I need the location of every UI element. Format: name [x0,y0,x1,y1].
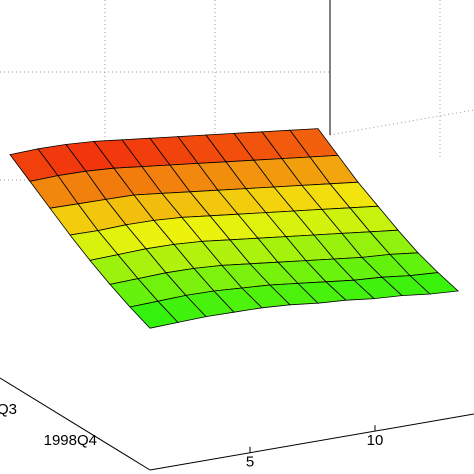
x-tick-label: 10 [367,432,384,449]
y-tick-label: 1998Q3 [0,401,17,418]
grid-line [329,109,474,136]
back-grid [0,0,474,181]
surface-patch [409,272,459,295]
x-tick-label: 5 [246,454,254,471]
y-axis-line [0,377,151,471]
y-tick-label: 1998Q4 [44,432,97,449]
x-axis-line [149,413,474,471]
